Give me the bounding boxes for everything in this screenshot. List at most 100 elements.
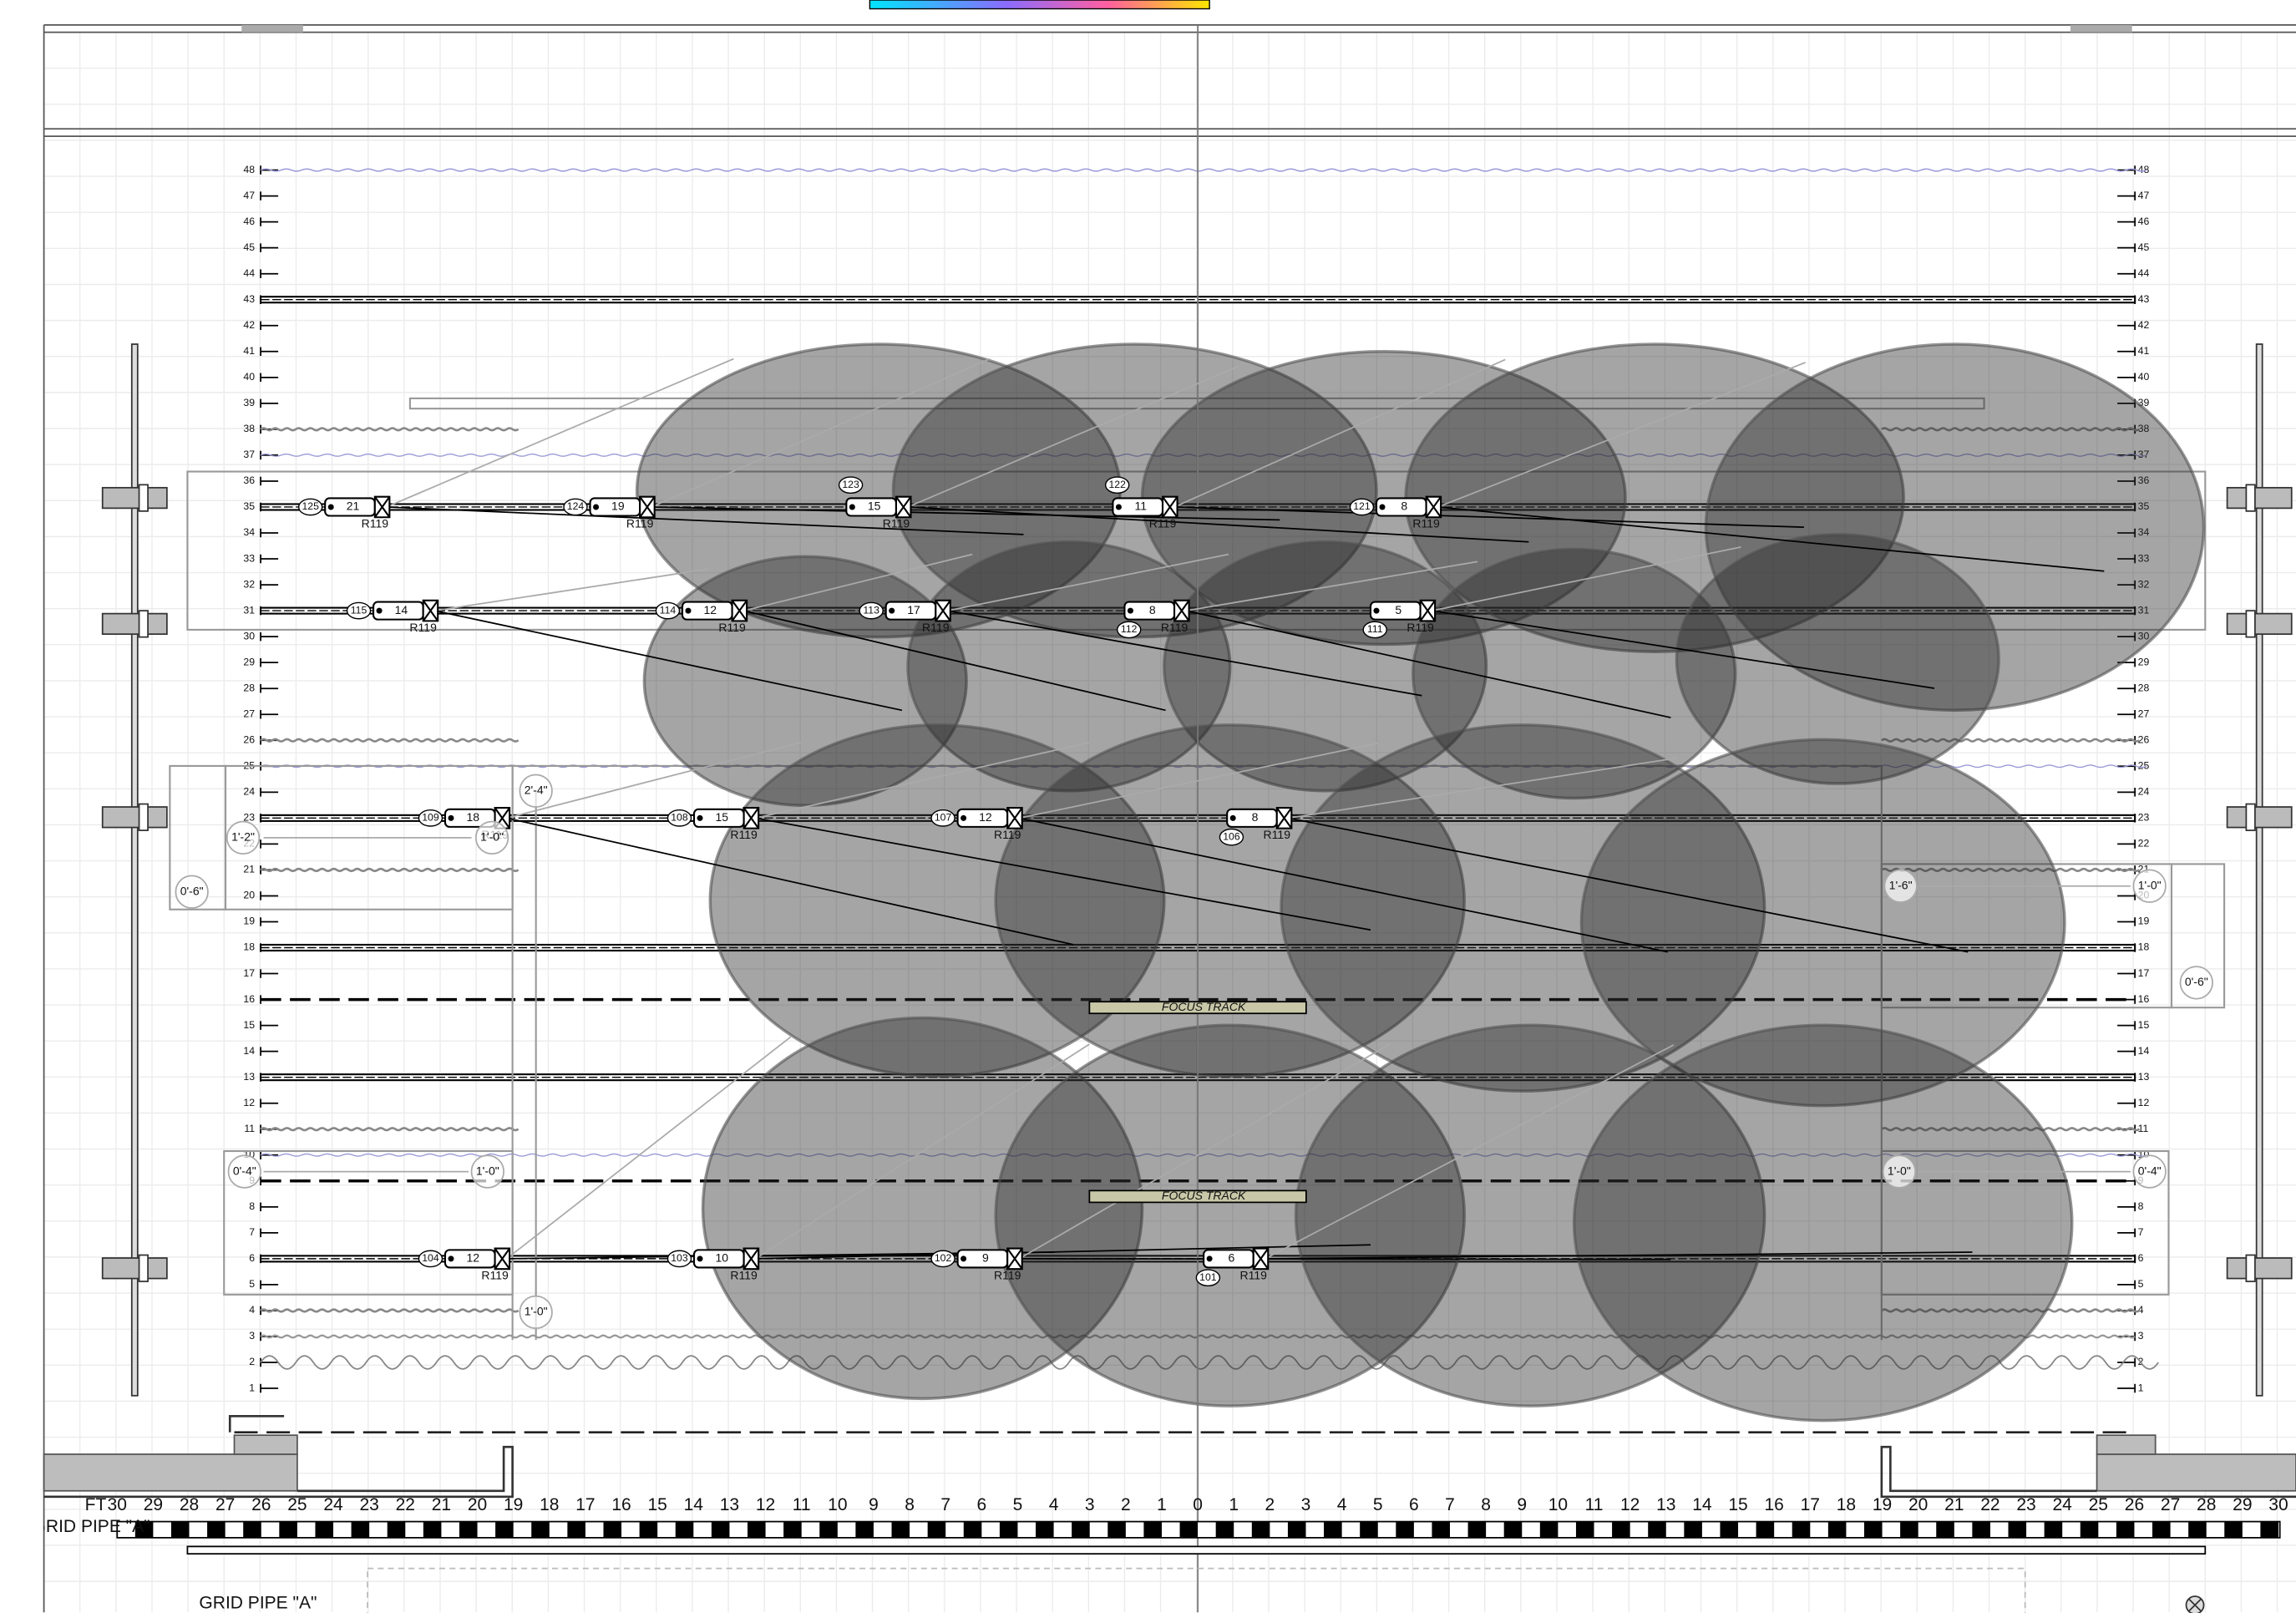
line-set-label: 6 [249,1252,255,1264]
unit-bubble [1104,476,1130,495]
ruler-label: 22 [396,1495,415,1514]
line-set-label: 38 [243,423,255,434]
beam-line [386,358,734,508]
beam-line [434,610,903,712]
ruler-check [711,1521,730,1538]
boom-clamp [2245,484,2256,512]
boom-clamp [2226,486,2293,510]
unit-bubble [1116,621,1142,639]
fixture-dot [685,607,692,614]
ruler-check [1720,1521,1739,1538]
beam [994,723,1466,1078]
gel-color: R119 [626,517,654,530]
channel-number: 9 [982,1251,989,1265]
ruler-check [1792,1521,1811,1538]
line-set-label: 18 [2138,941,2150,953]
fixture-lens [895,495,912,519]
soft-good [260,427,520,432]
ruler-check [567,1521,585,1538]
line-set-label: 3 [2138,1330,2144,1342]
gel-color: R119 [1149,517,1177,530]
beam-line [1174,506,1804,529]
boom-clamp [101,486,168,510]
dimension-bubble [474,820,509,855]
line-set-label: 33 [243,552,255,564]
boom-clamp [2226,806,2293,829]
boom-clamp [138,1254,149,1282]
line-set-label: 48 [243,164,255,175]
line-set-label: 47 [243,190,255,201]
gel-color: R119 [994,1269,1021,1282]
line-set-label: 21 [243,864,255,875]
ruler-check [1072,1521,1090,1538]
fixture-dot [1115,504,1122,510]
fixture-dot [849,504,855,510]
ruler-label: 17 [1801,1495,1820,1514]
ruler-label: 6 [976,1495,986,1514]
ruler-base [186,1545,2207,1555]
ruler-label: 3 [1085,1495,1095,1514]
ruler-label: 12 [756,1495,775,1514]
ruler-label: 1 [1157,1495,1167,1514]
unit-bubble [297,498,323,516]
line-set-label: 15 [2138,1019,2150,1031]
ruler-label: 2 [1265,1495,1275,1514]
line-set-label: 12 [243,1097,255,1108]
ruler-check [2044,1521,2063,1538]
beam-line [947,553,1229,611]
fixture-lens [935,599,951,622]
unit-number: 113 [863,604,879,616]
beam [1294,1023,1766,1408]
gel-color: R119 [730,828,758,841]
ruler-label: 26 [251,1495,271,1514]
line-set-label: 23 [2138,812,2150,824]
line-set-label: 24 [2138,786,2150,798]
outline [186,470,2207,631]
unit-number: 125 [302,500,319,512]
fixture-lens [373,495,391,519]
line-set-label: 16 [2138,993,2150,1005]
beam-line [1173,358,1506,508]
unit-bubble [655,601,681,620]
line-set-label: 34 [2138,526,2150,538]
outline [2170,863,2226,1009]
ruler-check [423,1521,442,1538]
soft-good [260,453,2147,457]
dimension-label: 0'-6" [180,884,204,897]
ruler-label: 26 [2125,1495,2144,1514]
dimension-bubble [1882,1154,1917,1189]
line-set-label: 11 [244,1123,255,1134]
beam [994,1023,1466,1408]
unit-number: 121 [1353,500,1371,512]
beam-line [907,506,1529,543]
boom [2255,343,2263,1397]
ruler-check [351,1521,370,1538]
beam-line [755,742,1090,819]
ruler-check [243,1521,261,1538]
channel-number: 8 [1401,500,1407,513]
line-set-label: 17 [2138,967,2150,979]
line-set-label: 29 [243,656,255,667]
boom-clamp [2245,1254,2256,1282]
ruler-check [1287,1521,1306,1538]
ruler-label: 4 [1049,1495,1059,1514]
beam-line [755,1043,1090,1260]
ruler-label: 30 [2268,1495,2288,1514]
fixture-dot [889,607,895,614]
beam-line [1437,362,1807,508]
channel-number: 8 [1149,603,1156,616]
dimension-label: 1'-0" [2138,878,2162,891]
ruler-label: 11 [793,1495,811,1514]
beam-line [1265,1044,1675,1260]
line-set-label: 35 [2138,500,2150,512]
unit-number: 115 [351,604,367,616]
fixture-dot [1127,607,1133,614]
line-set-label: 31 [2138,604,2150,616]
boom-clamp [2245,803,2256,831]
channel-number: 8 [1252,810,1259,824]
beam-line [755,817,1371,931]
ruler-label: 27 [2161,1495,2180,1514]
beam-line [1265,1251,1973,1260]
beam-line [1019,742,1378,819]
soft-good [1881,1308,2141,1313]
